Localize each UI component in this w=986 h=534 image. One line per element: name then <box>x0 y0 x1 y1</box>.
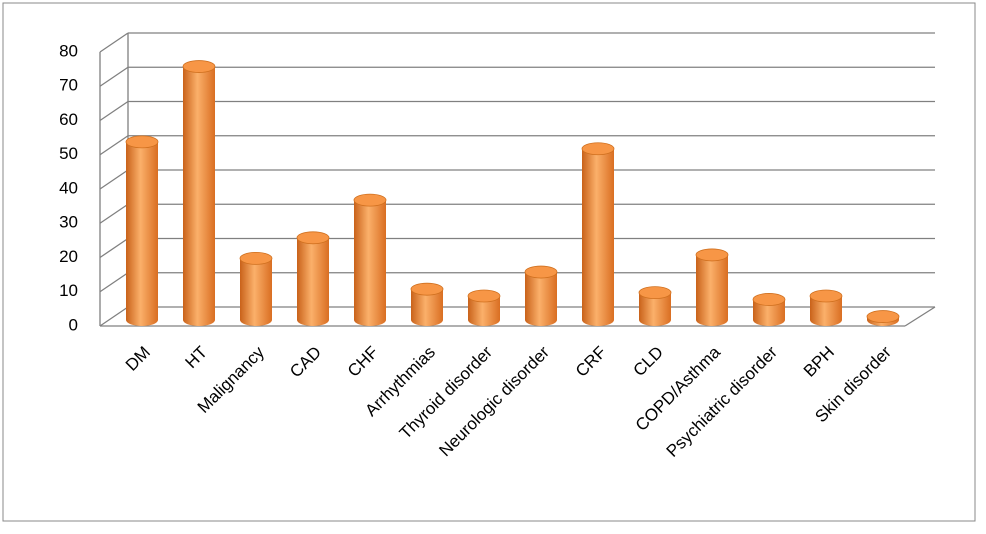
grid-line-side <box>99 306 129 327</box>
grid-line-side <box>99 100 129 122</box>
plot-walls <box>99 33 936 327</box>
y-tick-label: 80 <box>59 41 78 60</box>
bar <box>468 296 500 320</box>
cylinder-top <box>296 231 330 245</box>
bar <box>297 237 329 320</box>
grid-line-side <box>99 135 129 156</box>
bar <box>696 254 728 320</box>
cylinder-top <box>809 289 843 303</box>
cylinder-top <box>581 142 615 156</box>
cylinder <box>524 265 558 326</box>
bar <box>525 272 557 320</box>
grid-line-side <box>99 66 129 87</box>
bar <box>354 200 386 320</box>
cylinder-top <box>410 282 444 296</box>
cylinder <box>239 251 273 326</box>
bar <box>126 141 158 320</box>
bar <box>582 148 614 320</box>
x-tick-label: Psychiatric disorder <box>663 342 782 461</box>
cylinder-top <box>866 310 900 323</box>
bar <box>810 296 842 320</box>
cylinder <box>809 289 843 326</box>
cylinder-top <box>752 293 786 306</box>
grid-line-side <box>99 32 129 53</box>
cylinder <box>410 282 444 326</box>
y-tick-label: 0 <box>69 315 78 334</box>
x-tick-label: Neurologic disorder <box>435 342 553 460</box>
cylinder-top <box>353 193 387 207</box>
chart-frame <box>2 2 976 522</box>
cylinder-top <box>182 60 216 73</box>
cylinder <box>296 231 330 326</box>
x-tick-label: CRF <box>572 343 610 381</box>
x-tick-label: BPH <box>800 343 838 381</box>
grid-line-side <box>99 203 129 224</box>
x-tick-label: HT <box>182 343 211 372</box>
bar <box>240 258 272 320</box>
grid-line-side <box>99 169 129 190</box>
grid-line-side <box>99 237 129 259</box>
cylinder <box>353 193 387 326</box>
y-tick-label: 10 <box>59 281 78 300</box>
cylinder <box>467 289 501 326</box>
cylinder <box>182 60 216 326</box>
x-tick-label: DM <box>122 343 154 375</box>
cylinder-top <box>638 286 672 300</box>
cylinder <box>752 293 786 326</box>
cylinder <box>581 142 615 326</box>
y-tick-label: 60 <box>59 110 78 129</box>
grid-line-side <box>99 272 129 293</box>
y-tick-label: 50 <box>59 144 78 163</box>
cylinder <box>695 248 729 326</box>
x-tick-label: CLD <box>630 343 667 380</box>
cylinder-top <box>524 265 558 279</box>
cylinder <box>125 135 159 326</box>
cylinder-top <box>467 289 501 303</box>
cylinder-top <box>695 248 729 262</box>
cylinder-top <box>125 135 159 149</box>
cylinder-top <box>239 251 273 265</box>
bar <box>183 66 215 320</box>
cylinder <box>866 310 900 326</box>
x-tick-label: CHF <box>344 343 382 381</box>
x-tick-label: CAD <box>286 343 325 382</box>
y-tick-label: 30 <box>59 213 78 232</box>
y-tick-label: 70 <box>59 76 78 95</box>
cylinder <box>638 286 672 326</box>
y-tick-label: 20 <box>59 247 78 266</box>
y-tick-label: 40 <box>59 178 78 197</box>
